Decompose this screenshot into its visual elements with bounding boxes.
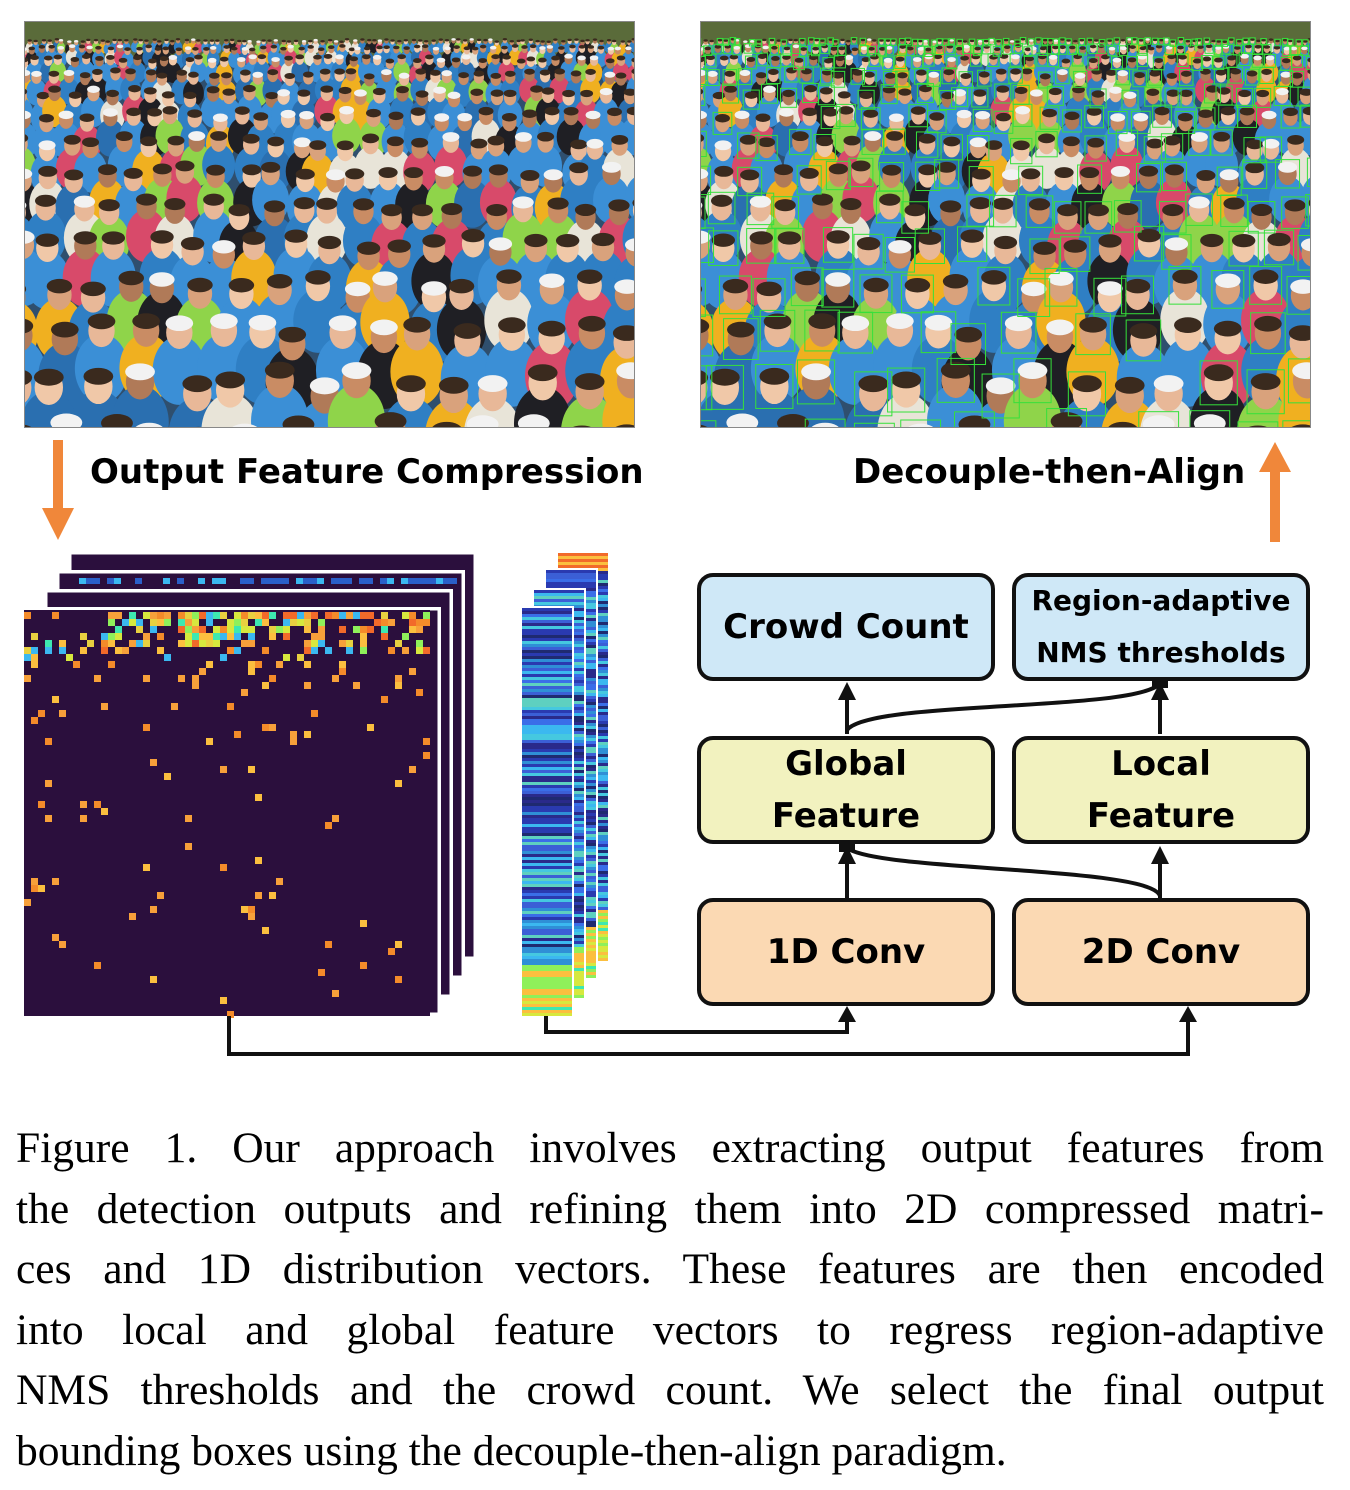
global-feature-line2: Feature — [771, 796, 921, 836]
compressed-matrix-stack — [24, 551, 477, 1018]
up-arrow-icon — [1259, 442, 1291, 542]
input-crowd-photo — [24, 21, 635, 428]
nms-thresholds-box: Region-adaptive NMS thresholds — [1012, 573, 1310, 681]
nms-label-line2: NMS thresholds — [1036, 636, 1286, 669]
global-feature-box: Global Feature — [697, 736, 995, 844]
crowd-image — [25, 22, 634, 427]
conv2d-label: 2D Conv — [1081, 932, 1241, 972]
figure-caption: Figure 1. Our approach involves extracti… — [16, 1118, 1324, 1481]
crowd-detections-image — [701, 22, 1310, 427]
caption-line: ces and 1D distribution vectors. These f… — [16, 1245, 1324, 1293]
caption-line: bounding boxes using the decouple-then-a… — [16, 1426, 1007, 1475]
nms-label-line1: Region-adaptive — [1031, 584, 1291, 617]
local-feature-box: Local Feature — [1012, 736, 1310, 844]
down-arrow-icon — [42, 440, 74, 540]
global-feature-line1: Global — [785, 744, 907, 784]
conv2d-box: 2D Conv — [1012, 898, 1310, 1006]
caption-line: Figure 1. Our approach involves extracti… — [16, 1124, 1324, 1172]
crowd-count-box: Crowd Count — [697, 573, 995, 681]
local-feature-line1: Local — [1111, 744, 1211, 784]
connector-lines — [227, 682, 1190, 1056]
local-feature-line2: Feature — [1086, 796, 1236, 836]
diagram-canvas — [24, 440, 1291, 1056]
conv1d-box: 1D Conv — [697, 898, 995, 1006]
caption-line: into local and global feature vectors to… — [16, 1305, 1324, 1354]
output-detection-photo — [700, 21, 1311, 428]
decouple-then-align-label: Decouple-then-Align — [853, 452, 1246, 492]
output-feature-compression-label: Output Feature Compression — [90, 452, 644, 492]
conv1d-label: 1D Conv — [766, 932, 926, 972]
caption-line: NMS thresholds and the crowd count. We s… — [16, 1366, 1324, 1414]
crowd-count-label: Crowd Count — [723, 607, 969, 647]
distribution-vector-stack — [520, 551, 610, 1018]
caption-line: the detection outputs and refining them … — [16, 1184, 1324, 1233]
